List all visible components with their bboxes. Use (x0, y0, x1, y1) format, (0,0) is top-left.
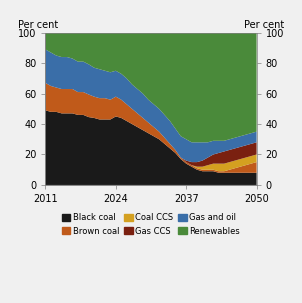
Text: Per cent: Per cent (244, 20, 284, 30)
Legend: Black coal, Brown coal, Coal CCS, Gas CCS, Gas and oil, Renewables: Black coal, Brown coal, Coal CCS, Gas CC… (62, 214, 240, 236)
Text: Per cent: Per cent (18, 20, 58, 30)
